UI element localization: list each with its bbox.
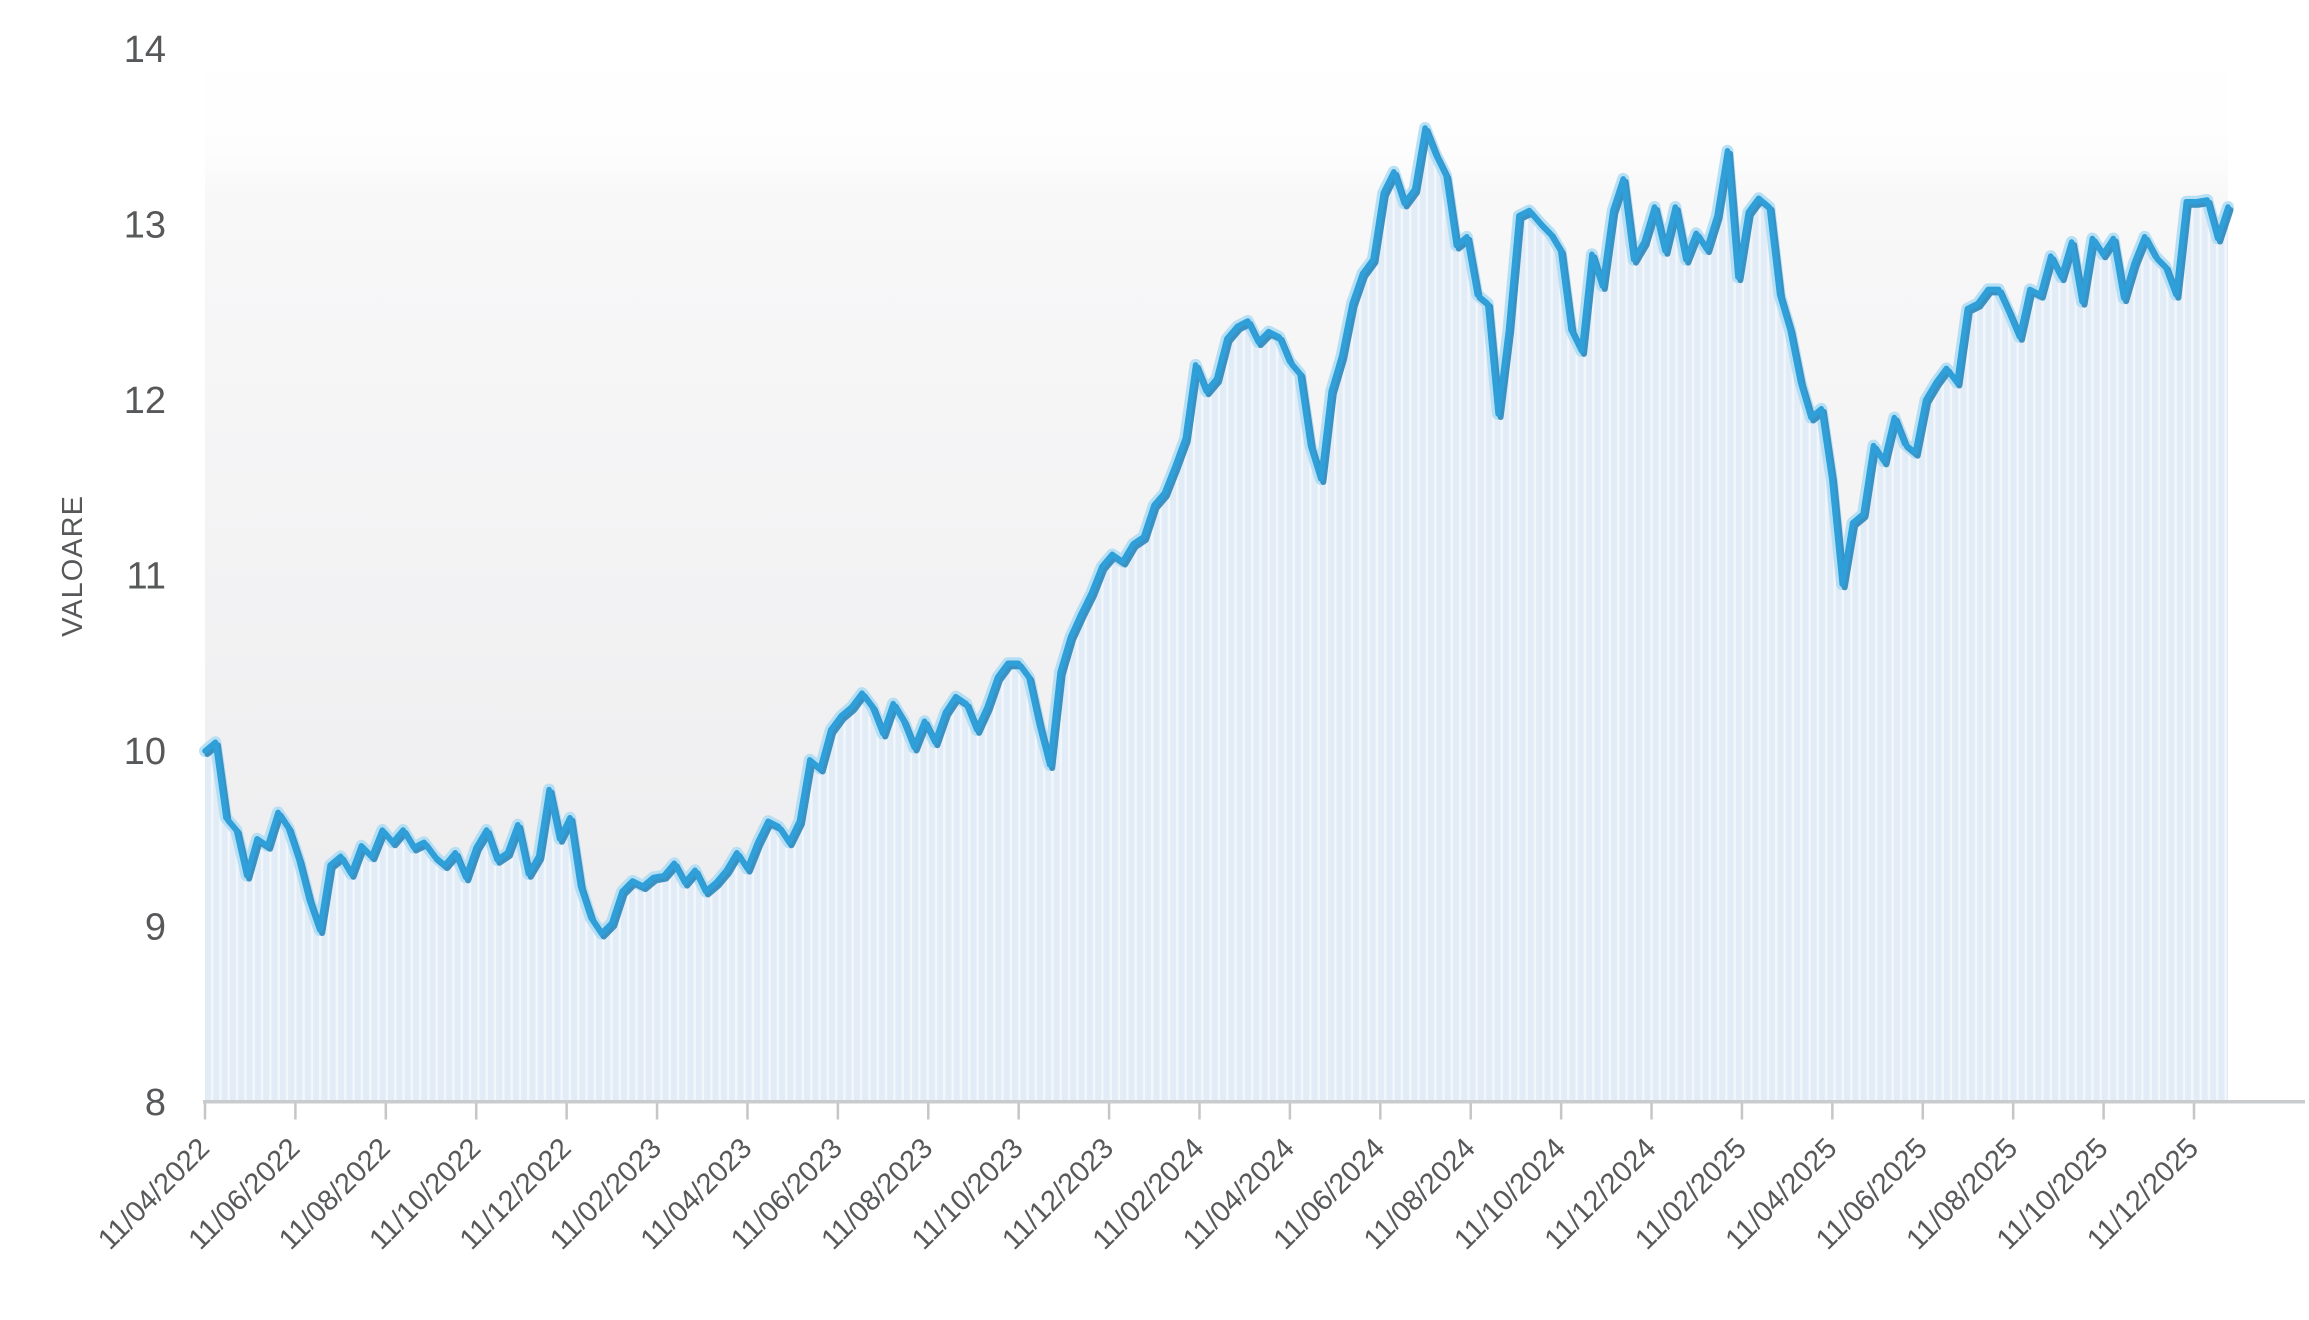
x-tick xyxy=(1017,1103,1020,1120)
x-tick xyxy=(746,1103,749,1120)
y-tick-label: 10 xyxy=(124,731,166,773)
x-tick xyxy=(565,1103,568,1120)
y-tick-label: 11 xyxy=(127,556,166,598)
x-tick xyxy=(927,1103,930,1120)
y-tick-label: 14 xyxy=(124,29,166,71)
x-tick xyxy=(836,1103,840,1120)
x-tick xyxy=(384,1103,388,1120)
x-tick xyxy=(1559,1103,1563,1120)
y-tick-label: 8 xyxy=(145,1082,166,1124)
x-tick xyxy=(1469,1103,1472,1120)
x-tick xyxy=(1740,1103,1744,1120)
series-line-shadow xyxy=(204,128,2234,940)
x-tick xyxy=(1379,1103,1382,1120)
x-tick xyxy=(294,1103,297,1120)
x-tick xyxy=(1288,1103,1292,1120)
x-tick xyxy=(2011,1103,2015,1120)
x-tick xyxy=(1831,1103,1834,1120)
series-line xyxy=(202,125,2231,937)
x-tick xyxy=(2192,1103,2196,1120)
x-tick xyxy=(1107,1103,1111,1120)
x-tick xyxy=(474,1103,478,1120)
x-tick xyxy=(655,1103,659,1120)
y-axis-labels: 14 13 12 11 10 9 8 xyxy=(124,29,166,1124)
y-tick-label: 12 xyxy=(124,380,166,422)
y-axis-title: VALOARE xyxy=(57,495,89,637)
x-tick xyxy=(203,1103,207,1120)
x-tick xyxy=(1650,1103,1653,1120)
x-axis-ticks xyxy=(203,1103,2196,1120)
x-tick xyxy=(2102,1103,2105,1120)
area-stripe-overlay xyxy=(205,128,2228,1100)
x-tick xyxy=(1921,1103,1925,1120)
x-tick xyxy=(1198,1103,1201,1120)
x-axis-line xyxy=(203,1100,2305,1104)
y-tick-label: 9 xyxy=(145,907,166,949)
x-axis-labels: 11/04/202211/06/202211/08/202211/10/2022… xyxy=(92,1132,2205,1256)
y-tick-label: 13 xyxy=(124,205,166,247)
